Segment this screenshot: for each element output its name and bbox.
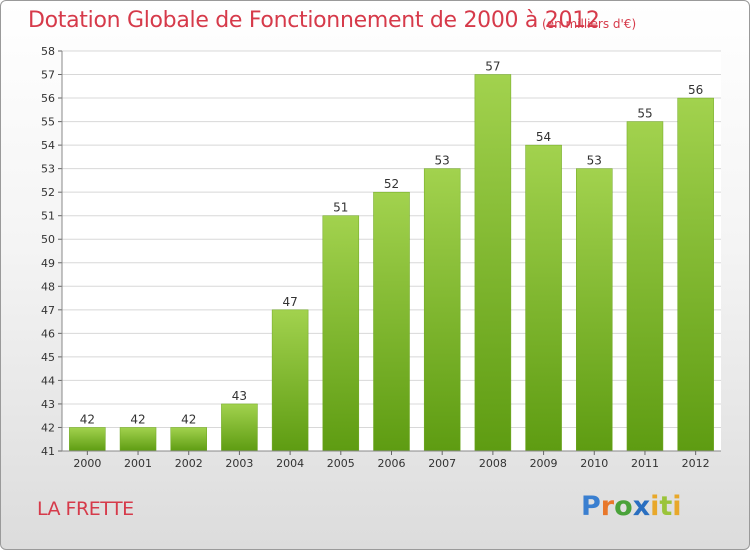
bar-value-label: 47 xyxy=(282,295,297,309)
bar-value-label: 54 xyxy=(536,130,551,144)
x-tick-label: 2003 xyxy=(225,457,253,470)
bar-value-label: 53 xyxy=(587,154,602,168)
proxiti-logo: Proxiti xyxy=(581,491,682,522)
y-tick-label: 56 xyxy=(41,92,55,105)
y-tick-label: 43 xyxy=(41,398,55,411)
bar-value-label: 56 xyxy=(688,83,703,97)
y-tick-label: 52 xyxy=(41,186,55,199)
y-tick-label: 58 xyxy=(41,45,55,58)
x-tick-label: 2011 xyxy=(631,457,659,470)
y-tick-label: 49 xyxy=(41,257,55,270)
bar xyxy=(373,191,410,452)
y-tick-label: 51 xyxy=(41,210,55,223)
bar xyxy=(119,427,157,452)
axes: 41 42 43 44 45 46 47 48 49 50 51 52 53 54 55 56 57 58 2000… xyxy=(41,45,721,470)
x-tick-label: 2005 xyxy=(327,457,355,470)
bar xyxy=(423,168,461,452)
bar xyxy=(69,427,106,452)
x-tick-label: 2007 xyxy=(428,457,456,470)
x-tick-label: 2001 xyxy=(124,457,152,470)
x-tick-label: 2000 xyxy=(73,457,101,470)
x-tick-label: 2010 xyxy=(580,457,608,470)
bar-value-label: 42 xyxy=(80,412,95,426)
bar-value-label: 57 xyxy=(485,60,500,74)
bar-value-label: 42 xyxy=(130,412,145,426)
chart-title: Dotation Globale de Fonctionnement de 20… xyxy=(28,8,600,33)
y-tick-label: 53 xyxy=(41,163,55,176)
x-tick-label: 2002 xyxy=(175,457,203,470)
bar xyxy=(576,168,613,452)
y-tick-label: 44 xyxy=(41,374,55,387)
bar xyxy=(271,309,309,452)
bar xyxy=(677,97,714,452)
bar-value-label: 53 xyxy=(435,154,450,168)
bar xyxy=(170,427,207,452)
x-tick-label: 2006 xyxy=(378,457,406,470)
bar-value-label: 43 xyxy=(232,389,247,403)
y-tick-label: 54 xyxy=(41,139,55,152)
y-tick-label: 45 xyxy=(41,351,55,364)
bar-value-label: 55 xyxy=(637,107,652,121)
unit-note: (en milliers d'€) xyxy=(542,17,637,31)
x-tick-label: 2008 xyxy=(479,457,507,470)
x-tick-label: 2012 xyxy=(682,457,710,470)
x-tick-label: 2004 xyxy=(276,457,304,470)
bar xyxy=(474,74,512,452)
bar-value-label: 52 xyxy=(384,177,399,191)
y-tick-label: 41 xyxy=(41,445,55,458)
y-tick-label: 42 xyxy=(41,421,55,434)
commune-name: LA FRETTE xyxy=(37,498,134,520)
bar xyxy=(626,121,664,452)
y-tick-label: 48 xyxy=(41,280,55,293)
y-tick-label: 46 xyxy=(41,327,55,340)
y-tick-label: 55 xyxy=(41,116,55,129)
bars: 42 42 42 43 47 51 52 53 57 54 53 55 56 xyxy=(69,60,714,452)
y-tick-label: 50 xyxy=(41,233,55,246)
bar xyxy=(221,403,258,452)
y-tick-label: 57 xyxy=(41,69,55,82)
bar-value-label: 42 xyxy=(181,412,196,426)
bar-value-label: 51 xyxy=(333,201,348,215)
bar xyxy=(322,215,360,452)
y-tick-label: 47 xyxy=(41,304,55,317)
x-tick-label: 2009 xyxy=(530,457,558,470)
bar xyxy=(525,144,562,452)
